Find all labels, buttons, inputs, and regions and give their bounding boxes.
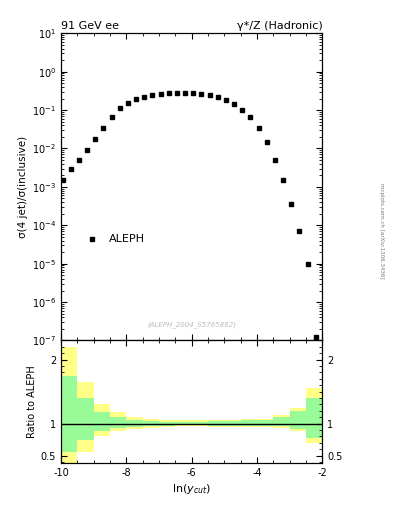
- Y-axis label: Ratio to ALEPH: Ratio to ALEPH: [26, 366, 37, 438]
- Text: (ALEPH_2004_S5765862): (ALEPH_2004_S5765862): [147, 322, 236, 328]
- X-axis label: ln($y_{cut}$): ln($y_{cut}$): [172, 482, 211, 497]
- Text: γ*/Z (Hadronic): γ*/Z (Hadronic): [237, 20, 322, 31]
- Y-axis label: σ(4 jet)/σ(inclusive): σ(4 jet)/σ(inclusive): [18, 136, 28, 238]
- Text: 91 GeV ee: 91 GeV ee: [61, 20, 119, 31]
- Text: mcplots.cern.ch [arXiv:1306.3436]: mcplots.cern.ch [arXiv:1306.3436]: [379, 183, 384, 278]
- Legend: ALEPH: ALEPH: [77, 230, 150, 249]
